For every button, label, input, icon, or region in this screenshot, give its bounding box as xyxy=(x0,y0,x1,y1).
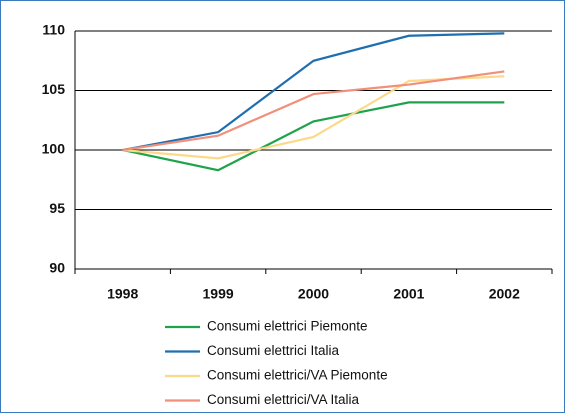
legend-label: Consumi elettrici Piemonte xyxy=(207,319,368,334)
series-line xyxy=(122,70,505,152)
y-tick-label: 100 xyxy=(42,141,66,157)
x-tick-label: 2000 xyxy=(298,286,329,302)
legend-label: Consumi elettrici Italia xyxy=(207,343,340,358)
legend-label: Consumi elettrici/VA Italia xyxy=(207,392,360,407)
x-tick-label: 1999 xyxy=(203,286,234,302)
y-tick-label: 105 xyxy=(42,81,66,97)
x-tick-label: 1998 xyxy=(107,286,138,302)
y-tick-label: 90 xyxy=(49,260,65,276)
y-tick-label: 95 xyxy=(49,200,65,216)
legend-label: Consumi elettrici/VA Piemonte xyxy=(207,368,388,383)
series-line xyxy=(122,32,505,152)
x-tick-label: 2001 xyxy=(393,286,424,302)
series-line xyxy=(122,101,505,172)
y-tick-label: 110 xyxy=(42,22,65,38)
x-tick-label: 2002 xyxy=(489,286,520,302)
